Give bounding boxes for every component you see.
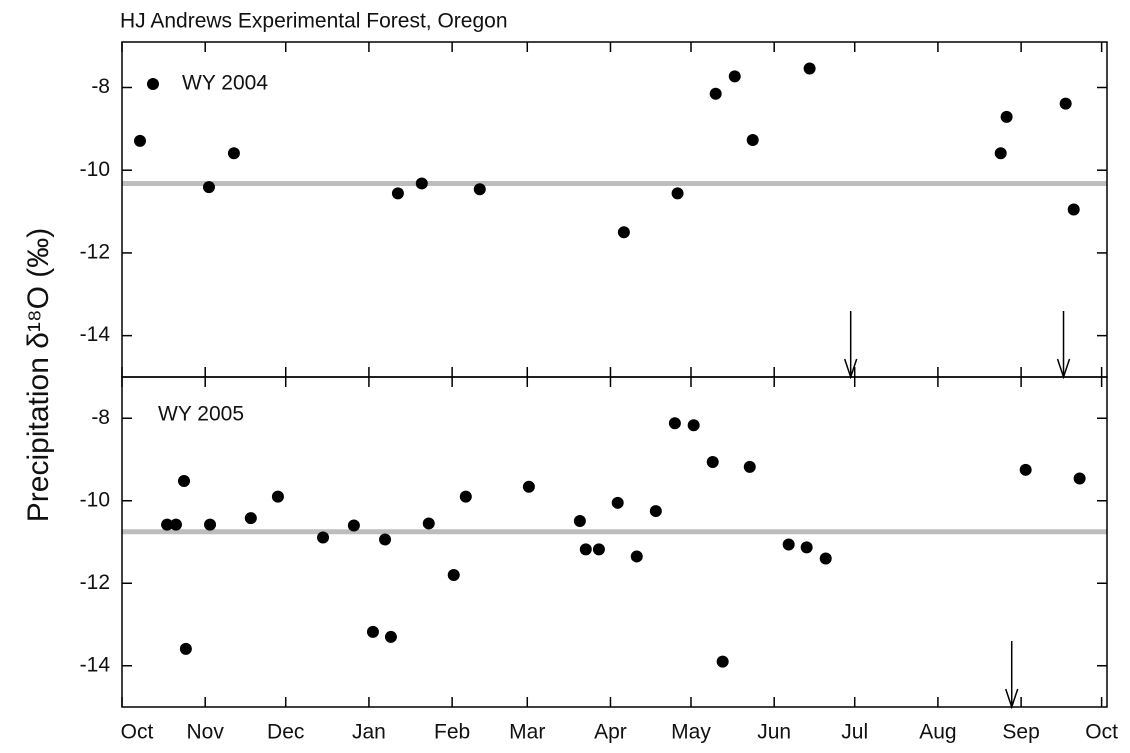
- x-tick-label: Nov: [187, 721, 225, 744]
- data-point: [473, 183, 486, 196]
- data-point: [133, 134, 146, 147]
- x-tick-label: Oct: [121, 721, 154, 744]
- x-tick-label: Jun: [757, 721, 791, 744]
- data-point: [800, 541, 813, 554]
- y-axis-label: Precipitation δ¹⁸O (‰): [22, 228, 55, 522]
- y-tick-label: -8: [91, 75, 110, 98]
- x-tick-label: Dec: [267, 721, 304, 744]
- x-tick-label: Sep: [1002, 721, 1039, 744]
- data-point: [668, 417, 681, 430]
- x-tick-label: Jan: [352, 721, 386, 744]
- data-point: [1059, 97, 1072, 110]
- data-point: [746, 134, 759, 147]
- data-point: [617, 226, 630, 239]
- data-point: [819, 552, 832, 565]
- data-point: [1073, 472, 1086, 485]
- data-point: [179, 642, 192, 655]
- x-tick-label: Apr: [594, 721, 627, 744]
- data-point: [743, 460, 756, 473]
- data-point: [573, 514, 586, 527]
- data-point: [379, 533, 392, 546]
- chart-title: HJ Andrews Experimental Forest, Oregon: [120, 10, 508, 33]
- x-tick-label: Feb: [434, 721, 470, 744]
- legend-label: WY 2004: [182, 72, 268, 95]
- plot-frame: [121, 41, 1108, 378]
- data-point: [169, 518, 182, 531]
- data-point: [459, 490, 472, 503]
- y-tick-label: -10: [80, 488, 110, 511]
- data-point: [1067, 203, 1080, 216]
- x-tick-label: Mar: [509, 721, 545, 744]
- data-point: [706, 455, 719, 468]
- data-point: [671, 187, 684, 200]
- data-point: [317, 531, 330, 544]
- data-point: [592, 543, 605, 556]
- data-point: [728, 70, 741, 83]
- data-point: [415, 177, 428, 190]
- y-tick-label: -10: [80, 158, 110, 181]
- legend-marker: [147, 78, 159, 90]
- data-point: [161, 518, 174, 531]
- data-point: [422, 517, 435, 530]
- data-point: [447, 569, 460, 581]
- data-point: [522, 480, 535, 493]
- y-tick-label: -12: [80, 240, 110, 263]
- arrow-head: [1005, 688, 1019, 710]
- data-point: [384, 630, 397, 643]
- y-tick-label: -14: [80, 323, 111, 346]
- x-tick-label: May: [671, 721, 711, 744]
- data-point: [347, 519, 360, 532]
- data-point: [244, 512, 257, 525]
- data-point: [1019, 463, 1032, 476]
- panel-label: WY 2005: [158, 403, 244, 426]
- data-point: [611, 496, 624, 509]
- data-point: [709, 87, 722, 100]
- x-tick-label: Jul: [841, 721, 868, 744]
- data-point: [716, 655, 729, 668]
- data-point: [803, 62, 816, 75]
- data-point: [391, 187, 404, 200]
- data-point: [687, 419, 700, 432]
- x-tick-label: Aug: [919, 721, 956, 744]
- data-point: [994, 147, 1007, 160]
- data-point: [649, 505, 662, 518]
- y-tick-label: -14: [80, 653, 111, 676]
- data-point: [177, 474, 190, 487]
- data-point: [271, 490, 284, 503]
- y-tick-label: -12: [80, 571, 110, 594]
- data-point: [782, 538, 795, 551]
- plot-frame: [121, 376, 1108, 708]
- data-point: [227, 147, 240, 160]
- x-tick-label: Oct: [1085, 721, 1118, 744]
- data-point: [579, 543, 592, 556]
- y-tick-label: -8: [91, 406, 110, 429]
- data-point: [630, 550, 643, 563]
- data-point: [202, 181, 215, 194]
- data-point: [204, 518, 217, 531]
- data-point: [366, 625, 379, 638]
- data-point: [1000, 110, 1013, 123]
